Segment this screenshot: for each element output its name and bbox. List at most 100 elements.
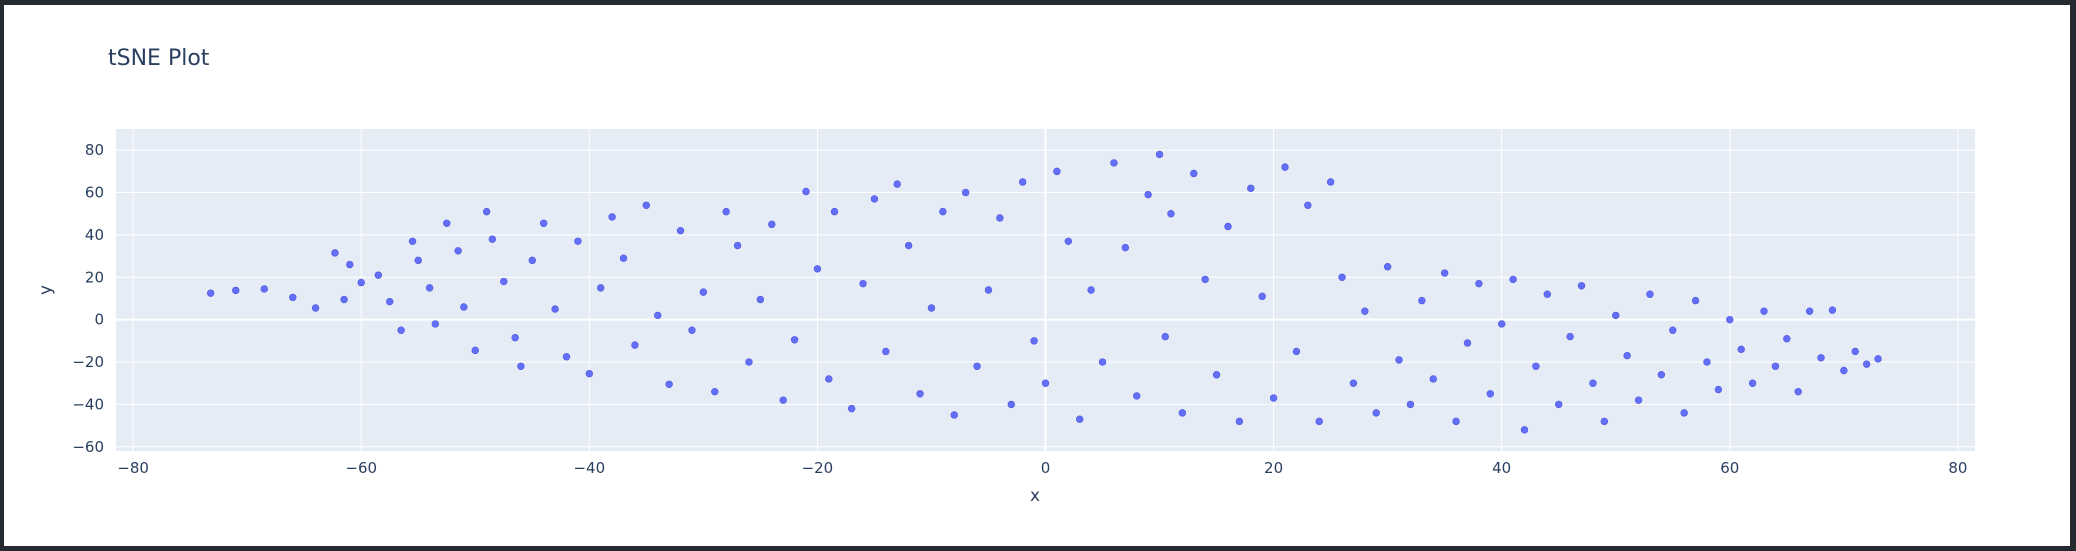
scatter-point (431, 320, 440, 328)
scatter-point (779, 396, 787, 404)
scatter-point (1030, 337, 1038, 345)
scatter-point (1133, 392, 1141, 400)
scatter-point (289, 293, 297, 302)
scatter-point (688, 326, 696, 334)
scatter-point (1634, 396, 1643, 404)
scatter-point (260, 285, 268, 293)
scatter-point (1851, 347, 1859, 356)
y-tick-label: −20 (72, 353, 104, 371)
scatter-point (1315, 417, 1323, 426)
scatter-point (574, 237, 582, 245)
x-tick-label: 60 (1720, 459, 1739, 477)
scatter-point (790, 336, 799, 344)
scatter-point (1657, 371, 1666, 379)
scatter-point (1463, 339, 1472, 347)
scatter-point (1269, 394, 1278, 402)
scatter-point (443, 219, 451, 227)
scatter-point (1064, 237, 1073, 245)
scatter-point (1098, 358, 1107, 366)
scatter-point (1212, 371, 1221, 379)
scatter-point (1783, 335, 1791, 343)
scatter-point (397, 326, 405, 334)
scatter-point (1383, 262, 1392, 271)
scatter-point (699, 288, 708, 296)
scatter-point (386, 297, 394, 306)
scatter-point (1076, 415, 1084, 423)
scatter-point (973, 362, 981, 370)
scatter-point (984, 286, 993, 294)
scatter-point (1509, 275, 1517, 284)
scatter-point (1862, 360, 1871, 368)
scatter-point (414, 256, 422, 265)
scatter-point (768, 220, 776, 229)
x-axis-title: x (1030, 486, 1040, 506)
grid (116, 129, 1975, 451)
scatter-point (454, 247, 462, 255)
scatter-point (1543, 290, 1552, 298)
x-tick-label: 80 (1948, 459, 1967, 477)
scatter-point (1361, 307, 1369, 315)
x-tick-label: −80 (117, 459, 149, 477)
scatter-point (1497, 320, 1506, 328)
scatter-point (1304, 201, 1312, 209)
scatter-point (562, 353, 571, 361)
scatter-point (1577, 282, 1586, 290)
scatter-point (847, 404, 856, 413)
scatter-point (1452, 417, 1460, 426)
scatter-point (1532, 362, 1540, 370)
scatter-point (654, 311, 662, 320)
chart-title: tSNE Plot (108, 46, 210, 71)
y-tick-label: −60 (72, 438, 104, 456)
scatter-point (1292, 347, 1301, 356)
scatter-point (904, 241, 913, 250)
scatter-point (311, 304, 320, 312)
scatter-point (893, 180, 901, 188)
scatter-point (882, 347, 890, 356)
y-axis-title: y (36, 285, 56, 295)
scatter-point (1691, 296, 1700, 305)
scatter-point (1429, 375, 1437, 383)
scatter-point (517, 362, 525, 370)
scatter-chart: tSNE Plot −80 −60 −40 −20 0 20 40 60 80 −60 −40 −2… (36, 46, 1975, 506)
scatter-point (374, 271, 383, 279)
y-tick-label: 80 (85, 141, 104, 159)
y-tick-label: 0 (94, 311, 104, 329)
scatter-point (1178, 409, 1187, 417)
x-tick-label: −60 (345, 459, 377, 477)
scatter-point (1155, 150, 1164, 159)
scatter-point (745, 358, 753, 366)
scatter-point (1440, 269, 1449, 277)
scatter-point (1760, 307, 1768, 315)
scatter-point (711, 387, 719, 396)
scatter-point (1475, 279, 1483, 288)
x-tick-label: 20 (1264, 459, 1283, 477)
scatter-point (1372, 409, 1380, 417)
scatter-point (927, 304, 936, 312)
scatter-point (1110, 159, 1118, 167)
scatter-point (1714, 385, 1723, 394)
scatter-point (488, 235, 497, 243)
scatter-point (1167, 210, 1175, 218)
scatter-point (1395, 356, 1403, 364)
scatter-point (950, 411, 958, 419)
scatter-point (961, 188, 970, 197)
scatter-point (1555, 400, 1563, 409)
scatter-point (1612, 311, 1620, 320)
scatter-point (1680, 409, 1688, 417)
scatter-point (1041, 379, 1050, 387)
scatter-point (1258, 292, 1266, 301)
scatter-point (631, 341, 639, 349)
scatter-point (500, 277, 508, 286)
scatter-point (232, 286, 240, 295)
scatter-point (996, 214, 1004, 222)
scatter-point (619, 254, 628, 262)
y-tick-label: 20 (85, 268, 104, 286)
scatter-point (1087, 286, 1095, 294)
scatter-point (597, 284, 605, 292)
scatter-point (1161, 332, 1169, 341)
scatter-point (460, 303, 468, 311)
scatter-point (482, 207, 491, 216)
scatter-point (1669, 326, 1677, 334)
scatter-point (1703, 358, 1711, 366)
scatter-point (1121, 243, 1130, 252)
